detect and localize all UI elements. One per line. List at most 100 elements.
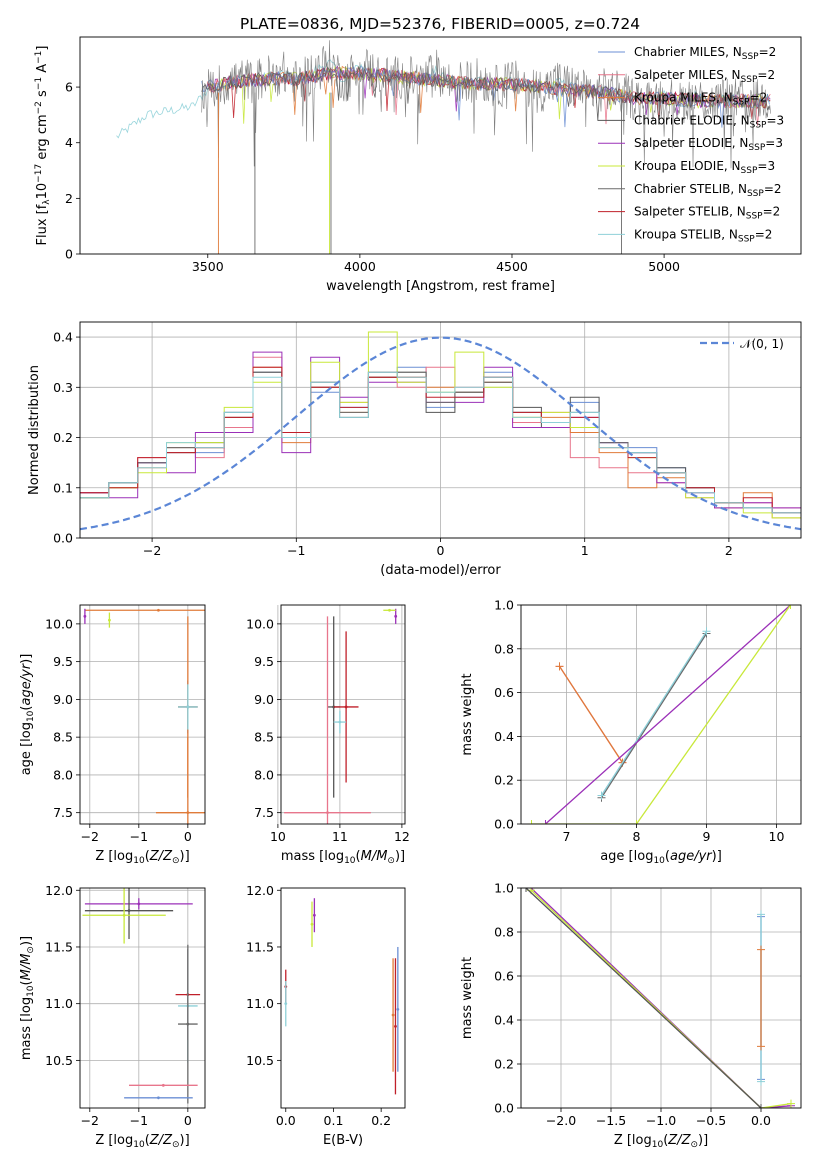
x-tick-label: 0: [437, 543, 445, 558]
data-point: [310, 922, 314, 926]
axes-frame: [79, 604, 206, 825]
legend-entry-2: Kroupa MILES, NSSP=2: [634, 91, 767, 108]
weight-line: [600, 633, 708, 799]
data-point: [186, 1022, 190, 1026]
legend-entry-7: Salpeter STELIB, NSSP=2: [634, 205, 780, 222]
y-tick-label: 9.0: [254, 692, 274, 707]
y-tick-label: 11.0: [45, 996, 73, 1011]
x-tick-label: −2: [81, 829, 99, 844]
y-tick-label: 8.5: [53, 730, 73, 745]
weight-line: [558, 665, 624, 764]
y-tick-label: 4: [65, 135, 73, 150]
x-tick-label: 1: [581, 543, 589, 558]
x-axis-label: Z [log10(Z/Z⊙)]: [95, 1133, 189, 1150]
x-tick-label: 11: [332, 829, 348, 844]
axes-frame: [79, 36, 802, 255]
x-tick-label: 0: [184, 1113, 192, 1128]
y-tick-label: 0.4: [494, 1013, 514, 1028]
x-tick-label: 0.0: [276, 1113, 296, 1128]
x-tick-label: 0.1: [324, 1113, 344, 1128]
y-tick-label: 0.2: [494, 1057, 514, 1072]
axes-frame: [520, 604, 802, 825]
spectrum-line-6: [201, 40, 771, 169]
weight-line: [531, 605, 792, 824]
axes-frame: [79, 321, 802, 539]
data-point: [186, 811, 190, 815]
mass-vs-EBV-plot-area: [284, 898, 400, 1095]
y-tick-label: 11.0: [246, 996, 274, 1011]
y-tick-label: 7.5: [53, 805, 73, 820]
mass-vs-Z-plot-area: [82, 888, 201, 1104]
x-tick-label: −0.5: [696, 1113, 726, 1128]
weight-marker: [541, 820, 550, 824]
x-tick-label: 7: [563, 829, 571, 844]
weight-marker: [757, 1104, 765, 1108]
axes-frame: [280, 604, 406, 825]
y-tick-label: 1.0: [494, 598, 514, 613]
y-tick-label: 0.4: [53, 330, 73, 345]
data-point: [388, 608, 391, 612]
legend-entry-normal: 𝒩(0, 1): [740, 337, 784, 351]
y-tick-label: 2: [65, 191, 73, 206]
y-tick-label: 11.5: [45, 939, 73, 954]
x-tick-label: 12: [394, 829, 410, 844]
y-tick-label: 12.0: [45, 883, 73, 898]
spectrum-plot-area: [116, 40, 771, 254]
x-tick-label: −1: [287, 543, 305, 558]
y-tick-label: 7.5: [254, 805, 274, 820]
axes-frame: [79, 887, 206, 1109]
y-tick-label: 9.5: [53, 654, 73, 669]
x-tick-label: −2.0: [546, 1113, 576, 1128]
massweight-vs-age-axes: 7 8 9 10 0.0 0.2 0.4 0.6 0.8 1.0 age [log10(age/yr…: [460, 598, 802, 866]
y-tick-label: 0.0: [494, 1101, 514, 1116]
weight-line: [530, 889, 792, 1108]
data-point: [157, 608, 160, 612]
x-tick-label: 5000: [648, 259, 680, 274]
massweight-vs-age-plot-area: [527, 605, 795, 824]
weight-marker: [702, 627, 711, 636]
y-tick-label: 10.0: [246, 616, 274, 631]
y-tick-label: 0.1: [53, 480, 73, 495]
weight-marker: [757, 1077, 765, 1086]
data-point: [122, 913, 126, 917]
y-tick-label: 0.6: [494, 685, 514, 700]
weight-marker: [597, 791, 606, 800]
weight-marker: [555, 662, 564, 671]
data-point: [284, 1002, 288, 1006]
x-axis-label: age [log10(age/yr)]: [600, 849, 722, 866]
y-tick-label: 10.0: [45, 616, 73, 631]
weight-line: [545, 605, 791, 824]
y-tick-label: 10.5: [45, 1053, 73, 1068]
weight-line: [600, 630, 708, 796]
weight-marker: [522, 888, 530, 892]
y-tick-label: 9.0: [53, 692, 73, 707]
y-tick-label: 0.4: [494, 729, 514, 744]
data-point: [161, 1083, 165, 1087]
data-point: [83, 614, 87, 618]
y-tick-label: 0.2: [494, 773, 514, 788]
histogram-8: [80, 371, 801, 514]
massweight-vs-Z-plot-area: [522, 888, 795, 1108]
y-tick-label: 0.6: [494, 969, 514, 984]
y-axis-label: mass [log10(M/M⊙)]: [19, 936, 36, 1060]
legend-entry-5: Kroupa ELODIE, NSSP=3: [634, 159, 775, 176]
y-tick-label: 8.0: [254, 767, 274, 782]
x-tick-label: 0.2: [371, 1113, 391, 1128]
y-tick-label: 8.5: [254, 730, 274, 745]
axes-frame: [280, 887, 406, 1109]
data-point: [338, 720, 342, 724]
y-tick-label: 0.0: [53, 531, 73, 546]
x-tick-label: 0.0: [751, 1113, 771, 1128]
legend-entry-1: Salpeter MILES, NSSP=2: [634, 68, 775, 85]
age-vs-Z-plot-area: [83, 608, 205, 824]
age-vs-mass-plot-area: [284, 608, 398, 824]
normal-curve: [80, 336, 801, 531]
x-tick-label: −1: [130, 1113, 148, 1128]
spectrum-title: PLATE=0836, MJD=52376, FIBERID=0005, z=0…: [240, 15, 640, 33]
y-tick-label: 6: [65, 80, 73, 95]
y-tick-label: 10.5: [246, 1053, 274, 1068]
mass-vs-Z-axes: −2 −1 0 10.5 11.0 11.5 12.0 Z [log10(Z/Z⊙)] mass…: [19, 883, 206, 1150]
y-tick-label: 0.0: [494, 817, 514, 832]
weight-line: [530, 888, 792, 1108]
